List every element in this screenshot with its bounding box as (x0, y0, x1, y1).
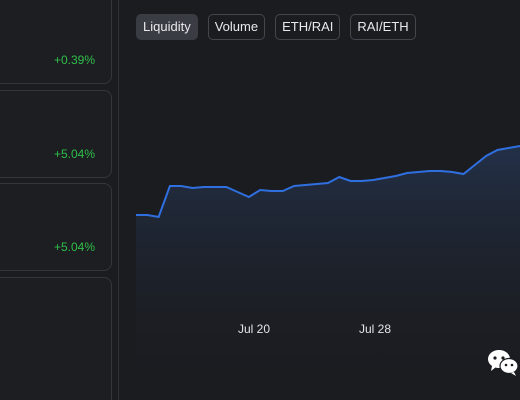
chart-line (136, 145, 520, 219)
x-tick-label: Jul 28 (359, 322, 392, 336)
chart-tabs: Liquidity Volume ETH/RAI RAI/ETH (136, 14, 416, 40)
tab-rai-eth[interactable]: RAI/ETH (350, 14, 416, 40)
stat-card[interactable] (0, 277, 112, 400)
tab-eth-rai[interactable]: ETH/RAI (275, 14, 341, 40)
wechat-icon (488, 350, 519, 376)
x-tick-label: Jul 20 (238, 322, 271, 336)
chart-area (136, 146, 520, 400)
tab-volume[interactable]: Volume (207, 14, 266, 40)
stat-card[interactable]: +5.04% (0, 183, 112, 271)
stat-change: +5.04% (53, 147, 95, 161)
stat-change: +5.04% (53, 240, 95, 254)
tab-liquidity[interactable]: Liquidity (136, 14, 198, 40)
stat-card[interactable]: +0.39% (0, 0, 112, 84)
stat-change: +0.39% (53, 53, 95, 67)
stat-card[interactable]: +5.04% (0, 90, 112, 178)
